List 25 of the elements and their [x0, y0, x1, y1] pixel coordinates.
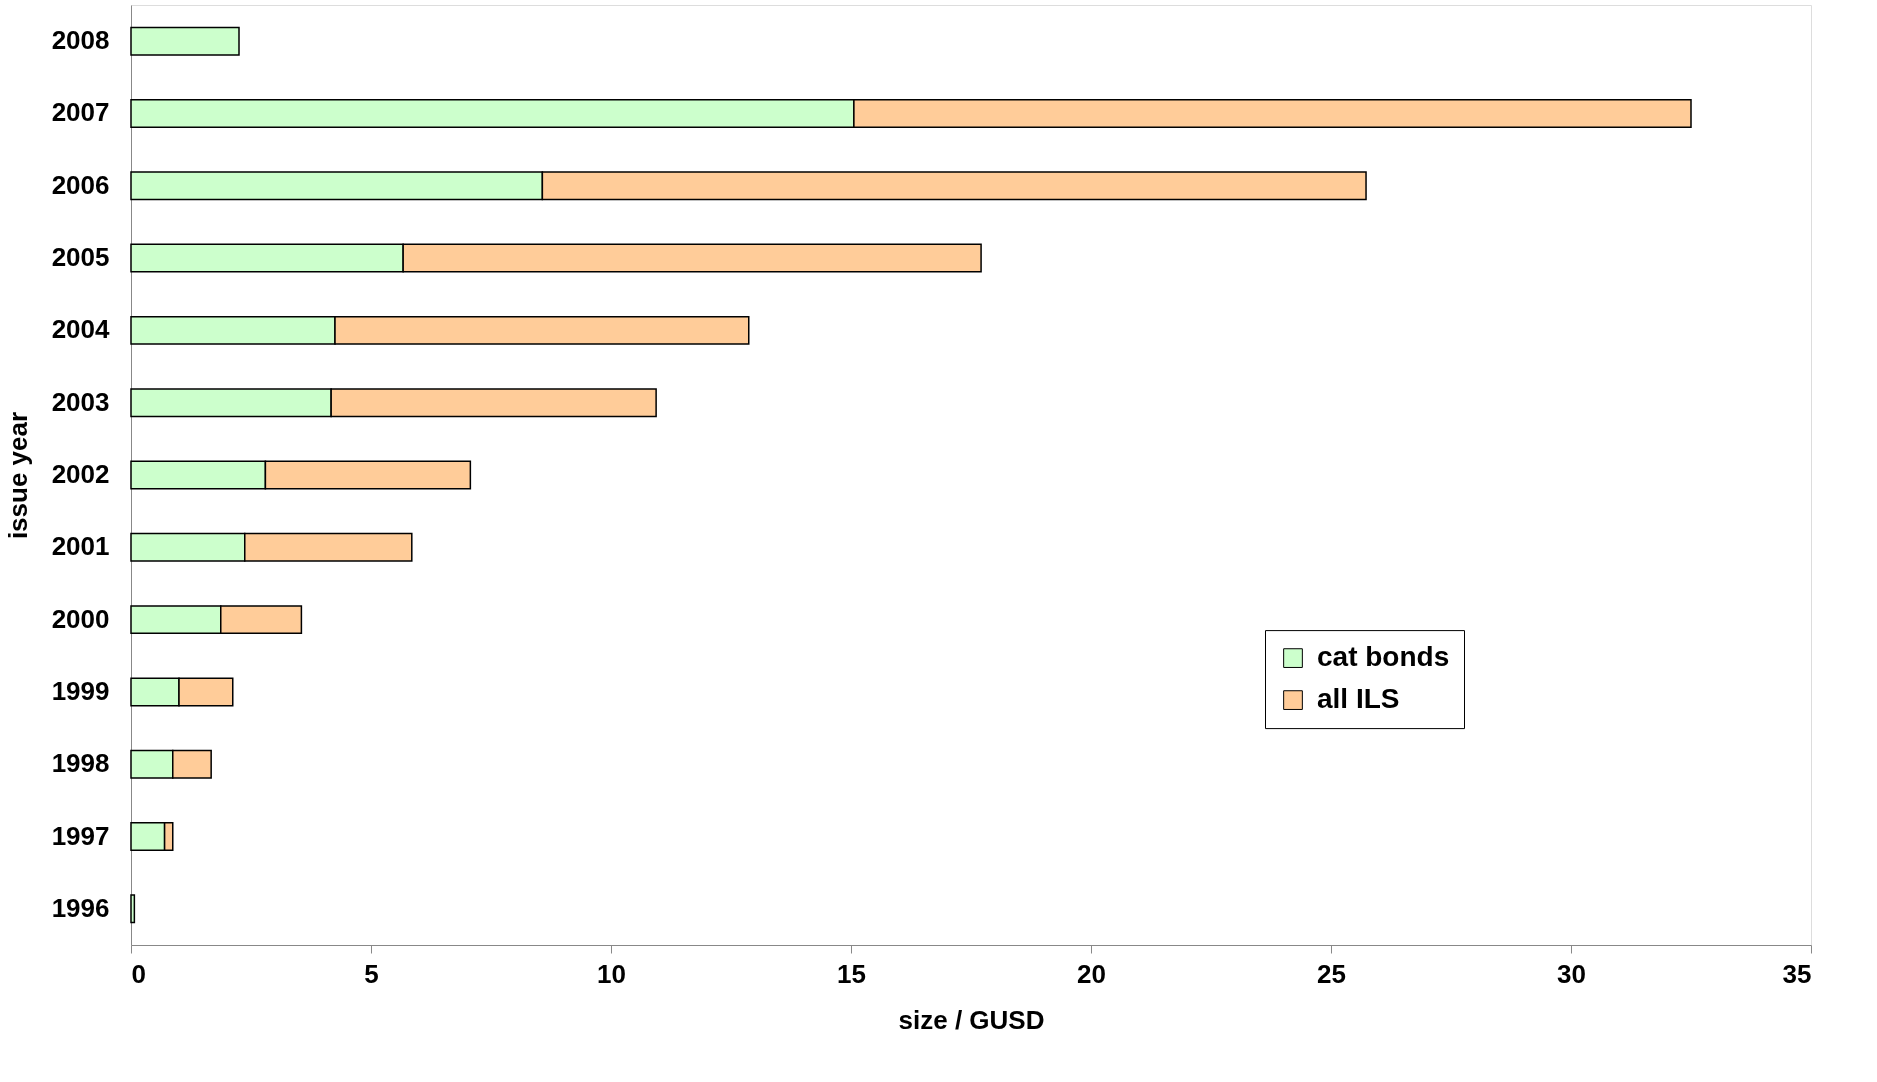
y-tick-label: 2006 — [51, 169, 110, 200]
y-tick-label: 2000 — [51, 603, 110, 634]
y-tick-label: 2004 — [51, 314, 111, 345]
y-tick-label: 1996 — [51, 892, 110, 923]
y-axis-title: issue year — [2, 411, 33, 540]
y-tick-label: 2001 — [51, 531, 110, 562]
x-tick-label: 35 — [1782, 958, 1812, 989]
y-tick-label: 2007 — [51, 97, 110, 128]
y-tick-label: 2002 — [51, 459, 110, 489]
x-axis-title: size / GUSD — [898, 1004, 1045, 1035]
x-tick-label: 10 — [597, 958, 626, 989]
y-tick-label: 2003 — [51, 386, 110, 417]
y-tick-label: 2008 — [51, 25, 110, 56]
y-tick-label: 1999 — [51, 675, 110, 706]
x-tick-label: 5 — [364, 958, 379, 989]
x-tick-label: 30 — [1557, 958, 1586, 989]
x-tick-label: 0 — [131, 958, 146, 989]
y-tick-label: 1998 — [51, 748, 110, 779]
x-tick-label: 20 — [1077, 958, 1106, 989]
x-tick-label: 15 — [837, 958, 866, 989]
x-tick-label: 25 — [1317, 958, 1346, 989]
y-tick-label: 2005 — [51, 242, 110, 273]
legend-label: all ILS — [1317, 683, 1400, 715]
y-tick-label: 1997 — [51, 820, 110, 851]
legend-label: cat bonds — [1317, 641, 1450, 673]
